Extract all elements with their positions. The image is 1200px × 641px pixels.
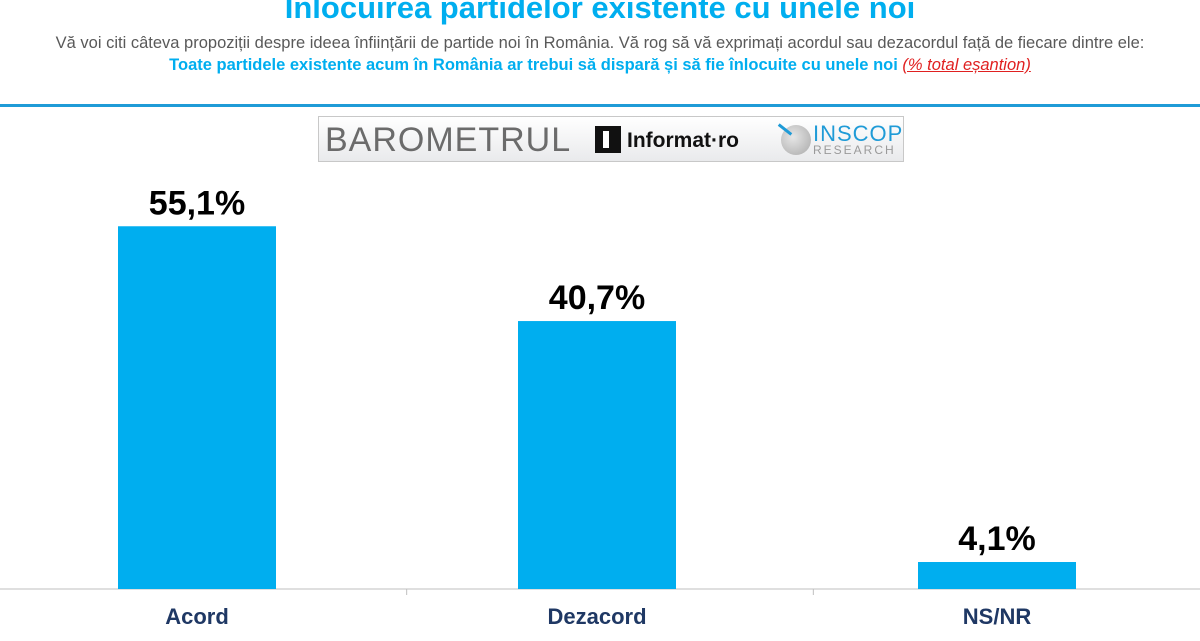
research-logo-text: RESEARCH: [813, 143, 896, 157]
subtitle-note: (% total eșantion): [902, 56, 1031, 74]
category-label: NS/NR: [963, 604, 1032, 629]
barometrul-logo-text: BAROMETRUL: [325, 121, 572, 159]
inscop-logo-icon: [781, 125, 811, 155]
header-divider: [0, 104, 1200, 107]
bar-acord: [118, 226, 276, 589]
data-label: 55,1%: [149, 184, 245, 222]
inscop-logo-text: INSCOP: [813, 121, 904, 146]
informat-logo-text: Informat·ro: [627, 129, 739, 152]
subtitle-question: Toate partidele existente acum în Români…: [169, 56, 898, 74]
subtitle-intro: Vă voi citi câteva propoziții despre ide…: [55, 34, 1145, 52]
bar-nsnr: [918, 562, 1076, 589]
informat-logo-icon: [595, 126, 621, 153]
chart-title: Înlocuirea partidelor existente cu unele…: [284, 0, 916, 25]
category-label: Acord: [165, 604, 229, 629]
category-label: Dezacord: [547, 604, 646, 629]
data-label: 40,7%: [549, 279, 645, 317]
bar-dezacord: [518, 321, 676, 589]
logo-banner: BAROMETRUL Informat·ro INSCOP RESEARCH: [318, 116, 904, 162]
data-label: 4,1%: [958, 520, 1036, 558]
chart-subtitle: Vă voi citi câteva propoziții despre ide…: [50, 32, 1150, 76]
